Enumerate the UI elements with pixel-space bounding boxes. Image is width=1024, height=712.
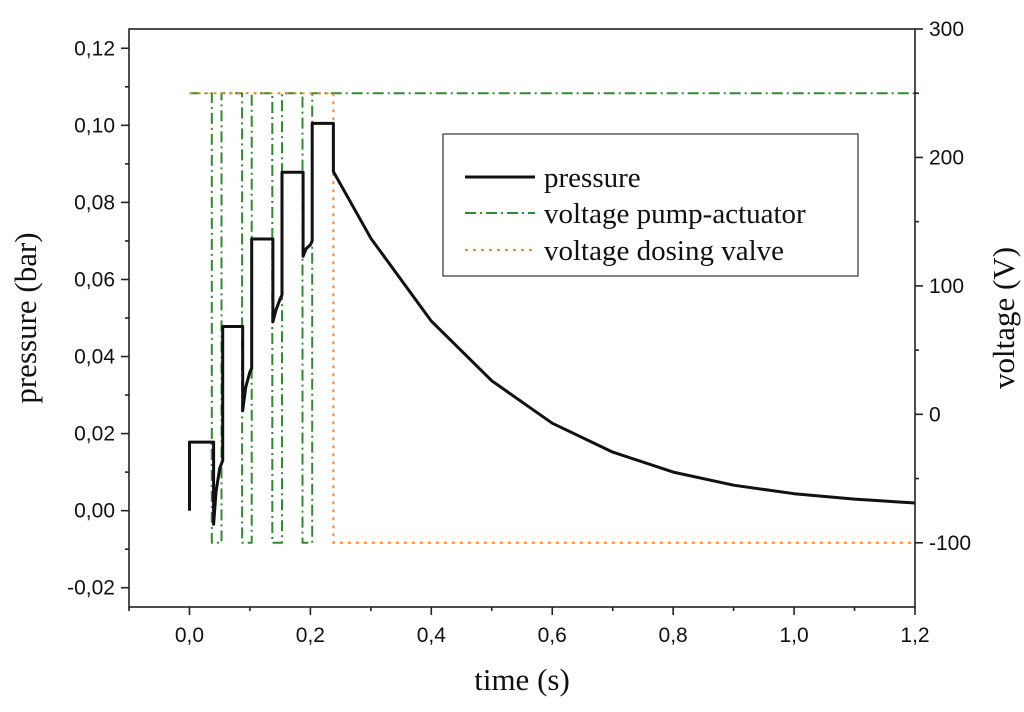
y-tick-label: 0,00: [74, 500, 115, 523]
y2-tick-label: 0: [929, 403, 941, 426]
x-tick-label: 1,0: [779, 624, 808, 647]
y-tick-label: 0,06: [74, 268, 115, 291]
ticks-layer: -0,02 0,00 0,02 0,04 0,06 0,08 0,10 0,12 -100 0 10…: [67, 18, 971, 647]
y-tick-label: -0,02: [67, 577, 115, 600]
y2-tick-label: 200: [929, 146, 964, 169]
y2-tick-label: 300: [929, 18, 964, 41]
x-axis-title: time (s): [474, 662, 570, 697]
y-tick-label: 0,08: [74, 191, 115, 214]
legend-label-pressure: pressure: [544, 162, 641, 194]
x-tick-label: 0,2: [296, 624, 325, 647]
y-tick-label: 0,10: [74, 114, 115, 137]
y-tick-label: 0,02: [74, 423, 115, 446]
y2-tick-label: 100: [929, 275, 964, 298]
legend-label-voltage-dosing-valve: voltage dosing valve: [544, 235, 784, 267]
series-line-pressure: [188, 121, 916, 526]
series-line-voltage-dosing-valve: [189, 92, 915, 544]
x-tick-label: 1,2: [900, 624, 929, 647]
y2-tick-label: -100: [929, 532, 971, 555]
series-layer: [188, 92, 916, 544]
y-axis-title: pressure (bar): [8, 232, 43, 403]
legend-box: [442, 133, 859, 277]
x-tick-label: 0,6: [538, 624, 567, 647]
plot-frame: [128, 28, 916, 608]
legend: pressure voltage pump-actuator voltage d…: [442, 133, 859, 277]
x-tick-label: 0,4: [417, 624, 447, 647]
y-tick-label: 0,04: [74, 346, 115, 369]
y2-axis-title: voltage (V): [986, 247, 1021, 389]
x-tick-label: 0,8: [659, 624, 688, 647]
y-tick-label: 0,12: [74, 37, 115, 60]
x-tick-label: 0,0: [175, 624, 204, 647]
legend-label-voltage-pump-actuator: voltage pump-actuator: [544, 198, 806, 230]
